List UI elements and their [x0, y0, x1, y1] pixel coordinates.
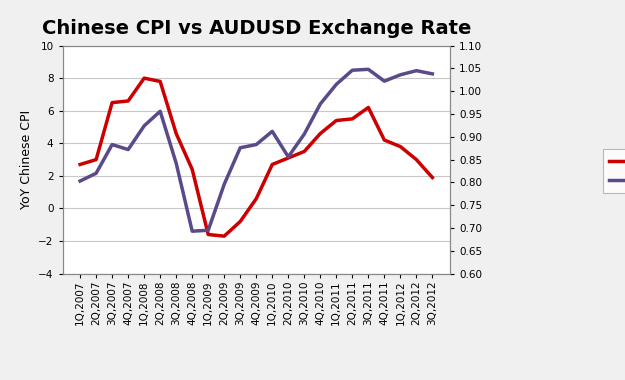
- China CPI (YoY): [284, 156, 292, 160]
- Line: AUDUSD: AUDUSD: [80, 69, 432, 231]
- AUDUSD: [204, 228, 212, 233]
- AUDUSD: [381, 79, 388, 84]
- China CPI (YoY): [301, 149, 308, 154]
- AUDUSD: [349, 68, 356, 73]
- China CPI (YoY): [412, 157, 420, 162]
- China CPI (YoY): [316, 131, 324, 136]
- AUDUSD: [141, 124, 148, 128]
- China CPI (YoY): [141, 76, 148, 81]
- China CPI (YoY): [92, 157, 100, 162]
- AUDUSD: [429, 71, 436, 76]
- China CPI (YoY): [269, 162, 276, 167]
- Title: Chinese CPI vs AUDUSD Exchange Rate: Chinese CPI vs AUDUSD Exchange Rate: [41, 19, 471, 38]
- AUDUSD: [301, 132, 308, 136]
- China CPI (YoY): [76, 162, 84, 167]
- AUDUSD: [156, 109, 164, 114]
- Line: China CPI (YoY): China CPI (YoY): [80, 78, 432, 236]
- AUDUSD: [253, 142, 260, 147]
- China CPI (YoY): [349, 117, 356, 121]
- AUDUSD: [269, 129, 276, 134]
- China CPI (YoY): [236, 219, 244, 224]
- China CPI (YoY): [429, 175, 436, 180]
- AUDUSD: [397, 73, 404, 77]
- China CPI (YoY): [364, 105, 372, 110]
- China CPI (YoY): [189, 167, 196, 172]
- AUDUSD: [316, 102, 324, 106]
- AUDUSD: [76, 179, 84, 183]
- AUDUSD: [221, 182, 228, 187]
- AUDUSD: [173, 161, 180, 166]
- China CPI (YoY): [156, 79, 164, 84]
- AUDUSD: [92, 171, 100, 176]
- AUDUSD: [236, 146, 244, 150]
- China CPI (YoY): [124, 99, 132, 103]
- China CPI (YoY): [108, 100, 116, 105]
- AUDUSD: [284, 155, 292, 159]
- China CPI (YoY): [221, 234, 228, 238]
- Y-axis label: YoY Chinese CPI: YoY Chinese CPI: [19, 110, 32, 209]
- Legend: China CPI (YoY), AUDUSD: China CPI (YoY), AUDUSD: [603, 149, 625, 193]
- China CPI (YoY): [204, 232, 212, 237]
- China CPI (YoY): [397, 144, 404, 149]
- AUDUSD: [412, 68, 420, 73]
- AUDUSD: [189, 229, 196, 233]
- AUDUSD: [108, 142, 116, 147]
- China CPI (YoY): [381, 138, 388, 142]
- China CPI (YoY): [173, 131, 180, 136]
- China CPI (YoY): [253, 196, 260, 201]
- AUDUSD: [124, 147, 132, 152]
- China CPI (YoY): [332, 118, 340, 123]
- AUDUSD: [332, 82, 340, 87]
- AUDUSD: [364, 67, 372, 71]
